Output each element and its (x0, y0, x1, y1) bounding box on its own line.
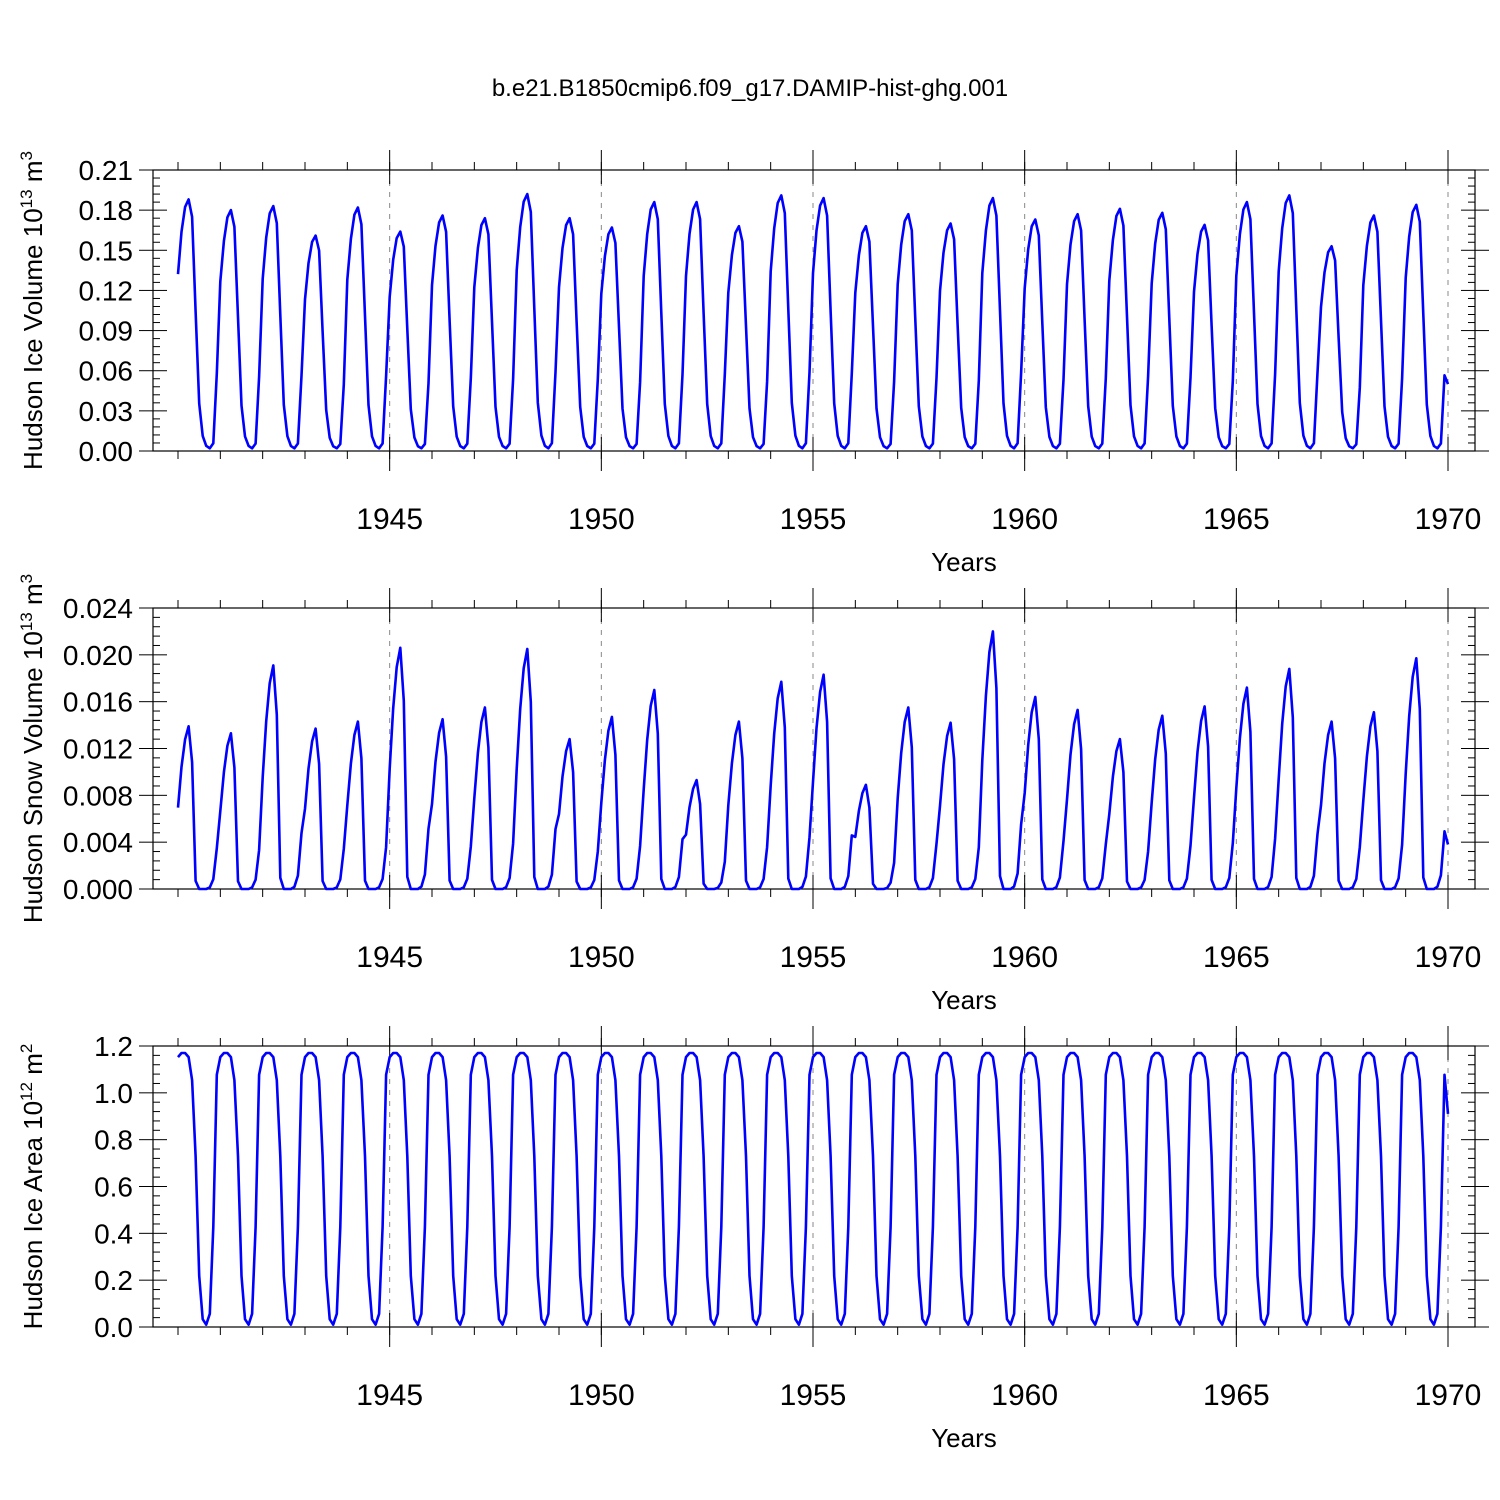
panel-ice-volume: 0.00 0.03 0.06 0.09 0.12 0.15 0.18 0.21 1945 1950… (17, 150, 1489, 577)
y-tick-label: 0.12 (79, 275, 134, 306)
y-axis-title-exponent: 13 (17, 612, 36, 631)
plot-frame (152, 169, 1476, 452)
x-axis-title: Years (931, 547, 997, 577)
panel-snow-volume: 0.000 0.004 0.008 0.012 0.016 0.020 0.024 1945 1… (17, 574, 1489, 1015)
x-tick-label: 1945 (356, 503, 423, 536)
y-tick-label: 0.024 (63, 593, 133, 624)
panel-ice-area: 0.0 0.2 0.4 0.6 0.8 1.0 1.2 1945 1950 1955 1960 196… (17, 1026, 1489, 1453)
series-line-ice-area (177, 1051, 1450, 1326)
y-tick-label: 1.2 (94, 1031, 133, 1062)
y-axis-title-text: Hudson Ice Area 10 (18, 1101, 48, 1329)
y-tick-label: 0.0 (94, 1312, 133, 1343)
x-tick-label: 1970 (1415, 1379, 1482, 1412)
x-tick-label: 1960 (991, 503, 1058, 536)
y-tick-label: 0.000 (63, 874, 133, 905)
y-tick-label: 0.4 (94, 1218, 133, 1249)
x-tick-label: 1950 (568, 1379, 635, 1412)
x-tick-label: 1970 (1415, 503, 1482, 536)
figure-title: b.e21.B1850cmip6.f09_g17.DAMIP-hist-ghg.… (492, 75, 1008, 102)
y-axis-title-exponent: 13 (17, 189, 36, 208)
x-axis-title: Years (931, 985, 997, 1015)
x-tick-label: 1965 (1203, 503, 1270, 536)
y-axis-title: Hudson Ice Volume 1013 m3 (17, 151, 48, 470)
y-axis-title-text: Hudson Ice Volume 10 (18, 208, 48, 470)
series-line-ice-volume (176, 192, 1450, 450)
y-tick-label: 0.016 (63, 687, 133, 718)
y-tick-label: 0.15 (79, 235, 134, 266)
y-tick-label: 0.012 (63, 734, 133, 765)
y-axis-title: Hudson Ice Area 1012 m2 (17, 1044, 48, 1330)
x-tick-label: 1960 (991, 941, 1058, 974)
y-axis-title-unit: m (18, 583, 48, 612)
y-axis-title-exponent: 12 (17, 1082, 36, 1101)
y-axis-title-unit: m (18, 161, 48, 190)
x-tick-label: 1955 (780, 1379, 847, 1412)
x-tick-label: 1950 (568, 941, 635, 974)
y-tick-label: 1.0 (94, 1078, 133, 1109)
y-axis-title-unit-exponent: 3 (17, 574, 36, 583)
y-axis-title: Hudson Snow Volume 1013 m3 (17, 574, 48, 923)
y-tick-label: 0.020 (63, 640, 133, 671)
y-tick-label: 0.06 (79, 356, 134, 387)
y-tick-label: 0.008 (63, 780, 133, 811)
x-tick-label: 1950 (568, 503, 635, 536)
x-tick-label: 1960 (991, 1379, 1058, 1412)
y-tick-label: 0.004 (63, 827, 133, 858)
y-axis-title-text: Hudson Snow Volume 10 (18, 631, 48, 923)
x-tick-label: 1955 (780, 941, 847, 974)
y-tick-label: 0.8 (94, 1125, 133, 1156)
y-tick-label: 0.21 (79, 155, 134, 186)
x-tick-label: 1970 (1415, 941, 1482, 974)
y-axis-title-unit: m (18, 1053, 48, 1082)
y-tick-label: 0.6 (94, 1172, 133, 1203)
y-axis-title-unit-exponent: 3 (17, 151, 36, 160)
series-line-snow-volume (176, 630, 1450, 891)
x-axis-title: Years (931, 1423, 997, 1453)
y-tick-label: 0.2 (94, 1265, 133, 1296)
x-tick-label: 1945 (356, 1379, 423, 1412)
x-tick-label: 1965 (1203, 1379, 1270, 1412)
x-tick-label: 1965 (1203, 941, 1270, 974)
x-tick-label: 1955 (780, 503, 847, 536)
y-tick-label: 0.18 (79, 195, 134, 226)
y-tick-label: 0.00 (79, 436, 134, 467)
plot-frame (152, 1045, 1476, 1328)
y-tick-label: 0.03 (79, 396, 134, 427)
y-tick-label: 0.09 (79, 316, 134, 347)
y-axis-title-unit-exponent: 2 (17, 1044, 36, 1053)
x-tick-label: 1945 (356, 941, 423, 974)
